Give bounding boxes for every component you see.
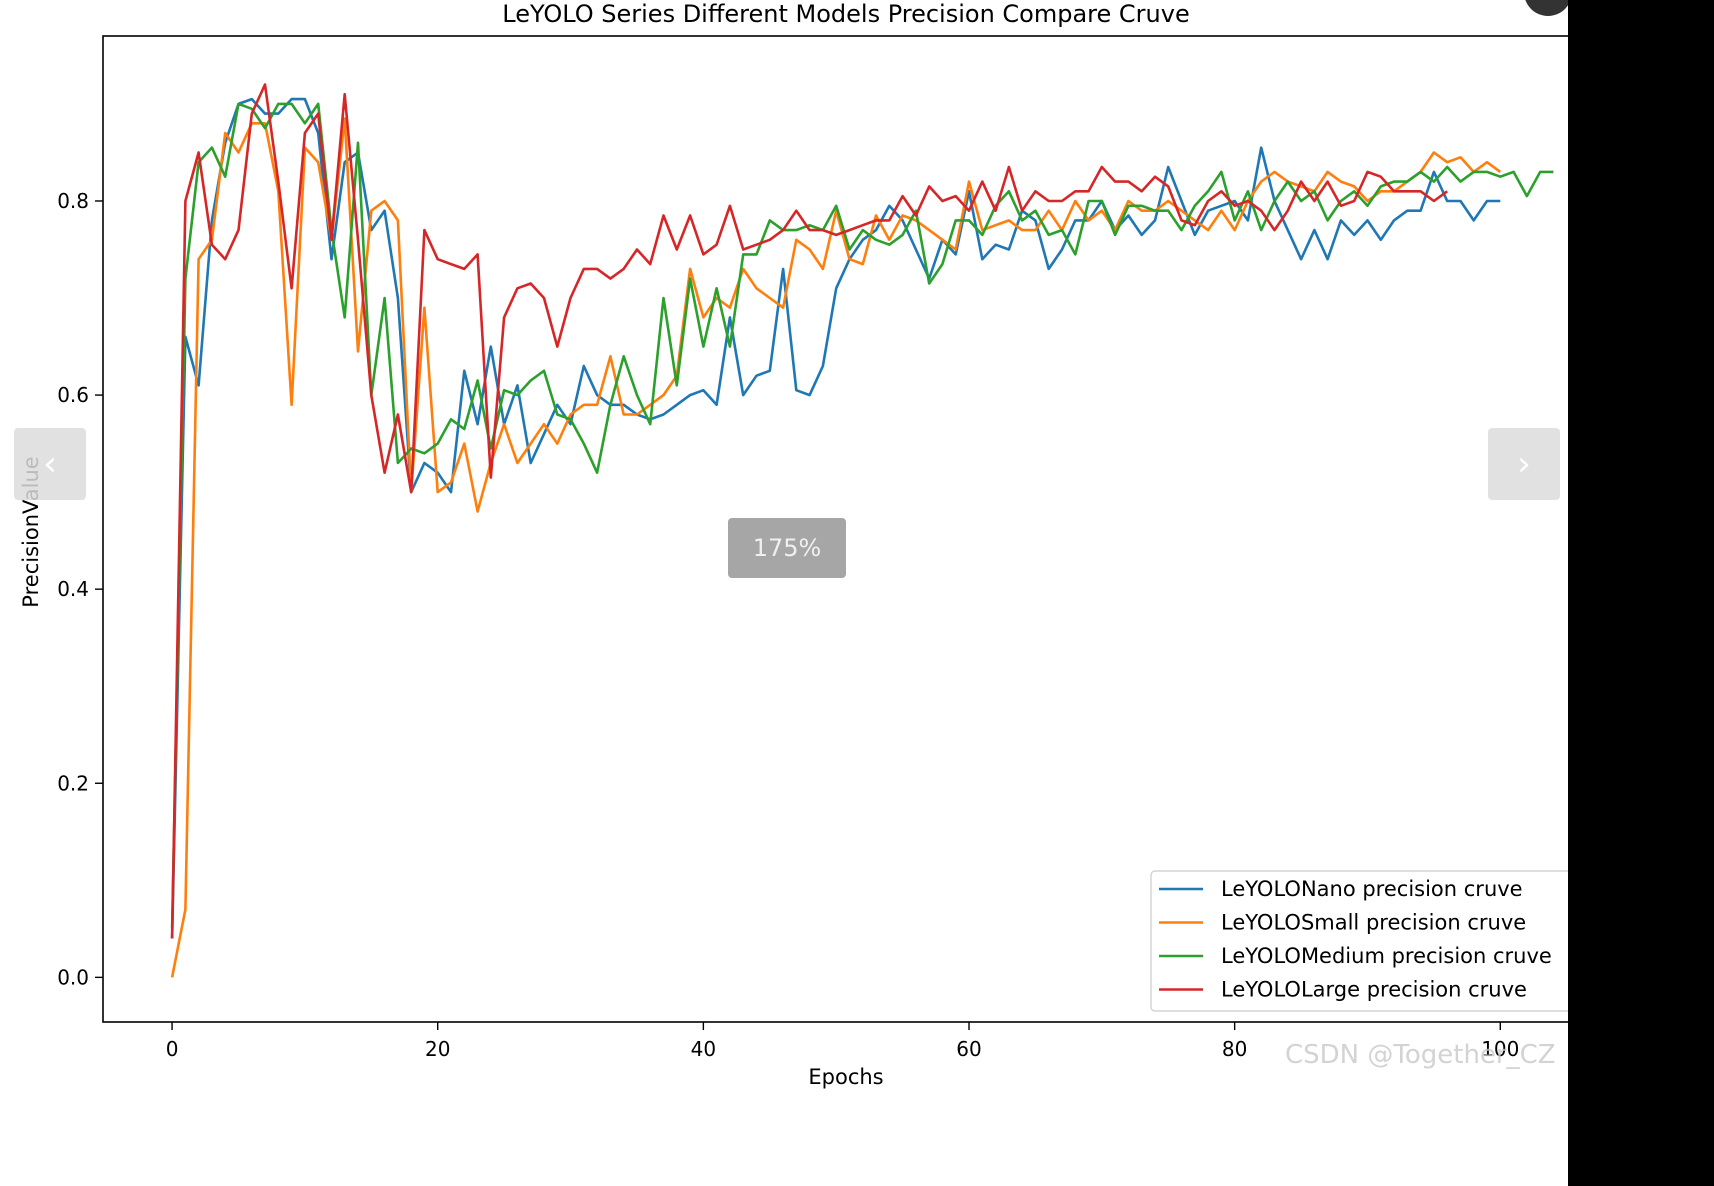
legend-label: LeYOLONano precision cruve [1221,877,1523,901]
previous-image-button[interactable]: ‹ [14,428,86,500]
image-viewer: LeYOLO Series Different Models Precision… [0,0,1568,1186]
y-tick-label: 0.6 [57,383,89,407]
x-tick-label: 60 [956,1037,981,1061]
x-tick-label: 40 [691,1037,716,1061]
chevron-left-icon: ‹ [43,444,57,484]
x-tick-label: 0 [166,1037,179,1061]
legend-label: LeYOLOLarge precision cruve [1221,978,1527,1002]
x-tick-label: 100 [1481,1037,1519,1061]
series-line-1 [170,117,1502,978]
plot-area: 0 20 40 60 80 100 0.0 0.2 0.4 0.6 0.8 LeYOLONano pr… [57,35,1568,1061]
y-tick-label: 0.0 [57,965,89,989]
zoom-level-badge: 175% [728,518,846,578]
series-line-0 [170,97,1501,939]
precision-line-chart: LeYOLO Series Different Models Precision… [19,0,1568,1089]
series-line-2 [170,102,1554,929]
legend-label: LeYOLOMedium precision cruve [1221,944,1552,968]
next-image-button[interactable]: › [1488,428,1560,500]
legend-label: LeYOLOSmall precision cruve [1221,911,1526,935]
viewer-side-panel [1568,0,1714,1186]
y-tick-label: 0.2 [57,771,89,795]
x-tick-label: 20 [425,1037,450,1061]
y-tick-label: 0.4 [57,577,89,601]
series-line-3 [170,83,1448,939]
x-tick-label: 80 [1222,1037,1247,1061]
legend-box [1150,870,1568,1012]
y-tick-label: 0.8 [57,189,89,213]
watermark-text: CSDN @Together_CZ [1285,1040,1556,1070]
fullscreen-button[interactable] [1524,0,1568,16]
x-axis-label: Epochs [808,1065,883,1089]
chart-title: LeYOLO Series Different Models Precision… [502,0,1189,28]
chevron-right-icon: › [1517,444,1531,484]
plot-frame [102,35,1568,1023]
